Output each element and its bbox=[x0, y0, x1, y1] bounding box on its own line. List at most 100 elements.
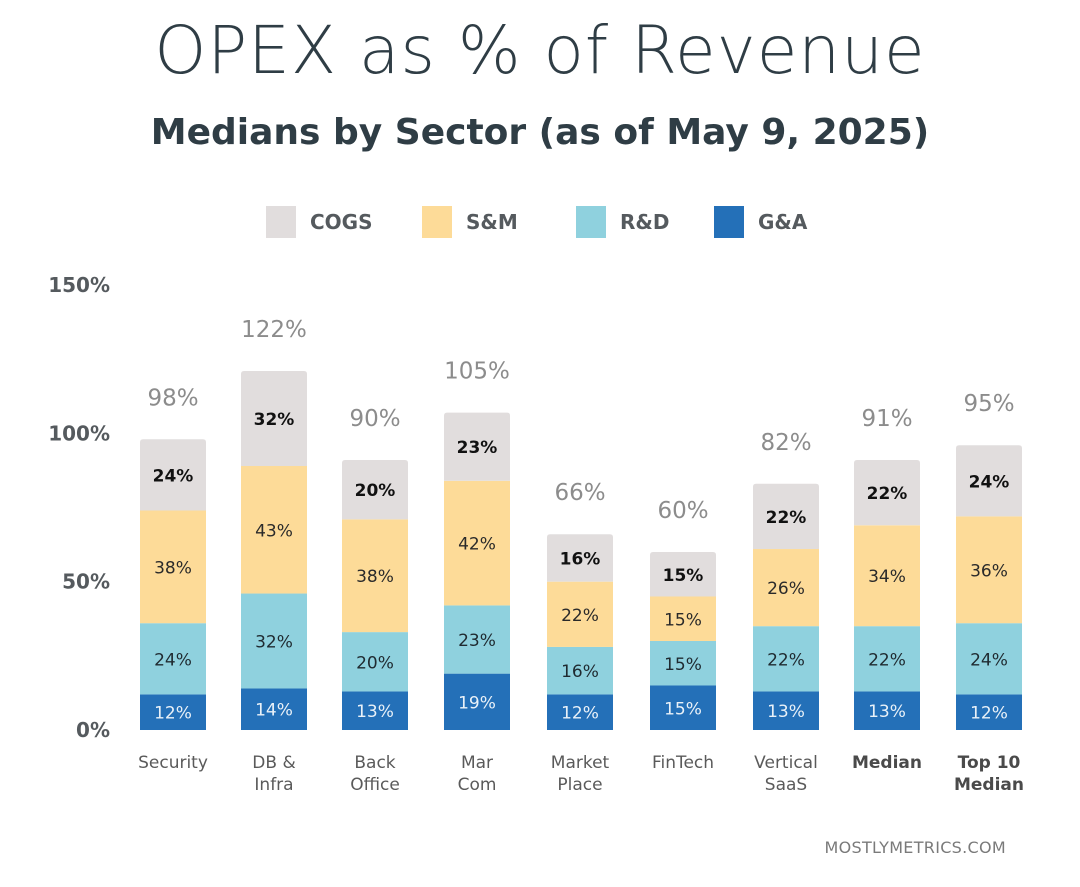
bar-segment-rd bbox=[444, 605, 510, 674]
data-label: 22% bbox=[766, 508, 807, 528]
bar-segment-ga bbox=[753, 691, 819, 730]
bar-segment-rd bbox=[956, 623, 1022, 695]
x-tick-label: Mar bbox=[461, 753, 493, 773]
bar-segment-sm bbox=[854, 525, 920, 627]
legend-item-sm: S&M bbox=[422, 205, 518, 239]
data-label: 32% bbox=[254, 410, 295, 430]
data-label: 15% bbox=[664, 655, 702, 675]
bar-segment-rd bbox=[753, 626, 819, 692]
data-label: 23% bbox=[458, 631, 496, 651]
x-tick-label: Security bbox=[138, 753, 208, 773]
bar-segment-ga bbox=[650, 685, 716, 730]
bar-segment-cogs bbox=[547, 534, 613, 582]
data-label: 13% bbox=[356, 702, 394, 722]
data-label: 15% bbox=[663, 566, 704, 586]
data-label: 20% bbox=[356, 653, 394, 673]
bar-segment-cogs bbox=[753, 483, 819, 550]
x-tick-label: FinTech bbox=[652, 753, 714, 773]
x-tick-label: SaaS bbox=[765, 775, 807, 795]
legend-swatch-rd bbox=[576, 206, 606, 238]
bar-segment-cogs bbox=[241, 371, 307, 466]
data-label: 13% bbox=[767, 702, 805, 722]
legend-swatch-ga bbox=[714, 206, 744, 238]
legend-item-cogs: COGS bbox=[266, 205, 373, 239]
y-tick-label: 150% bbox=[48, 273, 110, 297]
total-label: 95% bbox=[963, 391, 1014, 417]
x-tick-label: DB & bbox=[252, 753, 295, 773]
bar-segment-cogs bbox=[342, 460, 408, 520]
total-label: 98% bbox=[147, 385, 198, 411]
legend: COGS S&M R&D G&A bbox=[0, 205, 1080, 239]
data-label: 16% bbox=[560, 549, 601, 569]
data-label: 34% bbox=[868, 567, 906, 587]
data-label: 24% bbox=[154, 650, 192, 670]
x-tick-label: Place bbox=[557, 775, 602, 795]
legend-item-rd: R&D bbox=[576, 205, 669, 239]
bar-segment-cogs bbox=[854, 460, 920, 526]
legend-swatch-sm bbox=[422, 206, 452, 238]
data-label: 24% bbox=[970, 650, 1008, 670]
x-tick-label: Back bbox=[354, 753, 395, 773]
bar-segment-rd bbox=[140, 623, 206, 695]
bar-segment-cogs bbox=[140, 439, 206, 511]
bar-segment-sm bbox=[547, 581, 613, 647]
bar-segment-sm bbox=[956, 516, 1022, 624]
bar-segment-cogs bbox=[956, 445, 1022, 517]
legend-item-ga: G&A bbox=[714, 205, 807, 239]
bar-segment-sm bbox=[753, 549, 819, 627]
bar-segment-ga bbox=[444, 673, 510, 730]
data-label: 38% bbox=[154, 558, 192, 578]
bar-segment-rd bbox=[650, 641, 716, 686]
y-tick-label: 100% bbox=[48, 421, 110, 445]
legend-label-sm: S&M bbox=[466, 210, 518, 234]
bar-segment-ga bbox=[241, 688, 307, 730]
y-tick-label: 50% bbox=[62, 570, 110, 594]
x-tick-label: Market bbox=[551, 753, 610, 773]
x-tick-label: Office bbox=[350, 775, 400, 795]
data-label: 22% bbox=[767, 650, 805, 670]
data-label: 14% bbox=[255, 701, 293, 721]
bar-segment-ga bbox=[854, 691, 920, 730]
watermark: MOSTLYMETRICS.COM bbox=[824, 838, 1006, 857]
bar-segment-rd bbox=[342, 632, 408, 692]
x-tick-label: Infra bbox=[254, 775, 293, 795]
data-label: 23% bbox=[457, 438, 498, 458]
bar-segment-cogs bbox=[444, 412, 510, 481]
chart-title: OPEX as % of Revenue bbox=[154, 12, 926, 89]
total-label: 82% bbox=[760, 430, 811, 456]
data-label: 20% bbox=[355, 481, 396, 501]
data-label: 22% bbox=[868, 650, 906, 670]
data-label: 36% bbox=[970, 561, 1008, 581]
data-label: 12% bbox=[970, 704, 1008, 724]
total-label: 105% bbox=[444, 359, 510, 385]
data-label: 32% bbox=[255, 633, 293, 653]
bar-segment-sm bbox=[444, 480, 510, 606]
y-tick-label: 0% bbox=[76, 718, 110, 742]
data-label: 24% bbox=[969, 472, 1010, 492]
bar-segment-sm bbox=[140, 510, 206, 624]
legend-label-ga: G&A bbox=[758, 210, 808, 234]
bar-segment-sm bbox=[342, 519, 408, 633]
total-label: 122% bbox=[241, 317, 307, 343]
x-tick-label: Median bbox=[954, 775, 1024, 795]
data-label: 24% bbox=[153, 466, 194, 486]
total-label: 91% bbox=[861, 406, 912, 432]
legend-label-cogs: COGS bbox=[310, 210, 373, 234]
chart-subtitle: Medians by Sector (as of May 9, 2025) bbox=[150, 112, 930, 153]
data-label: 26% bbox=[767, 579, 805, 599]
data-label: 38% bbox=[356, 567, 394, 587]
x-tick-label: Median bbox=[852, 753, 922, 773]
data-label: 19% bbox=[458, 693, 496, 713]
bar-segment-rd bbox=[241, 593, 307, 689]
bar-segment-sm bbox=[650, 596, 716, 641]
total-label: 90% bbox=[349, 406, 400, 432]
bar-segment-sm bbox=[241, 465, 307, 594]
bar-segment-cogs bbox=[650, 552, 716, 597]
data-label: 43% bbox=[255, 521, 293, 541]
total-label: 66% bbox=[554, 480, 605, 506]
x-tick-label: Vertical bbox=[754, 753, 818, 773]
legend-swatch-cogs bbox=[266, 206, 296, 238]
bar-segment-ga bbox=[956, 694, 1022, 730]
x-tick-label: Com bbox=[458, 775, 497, 795]
